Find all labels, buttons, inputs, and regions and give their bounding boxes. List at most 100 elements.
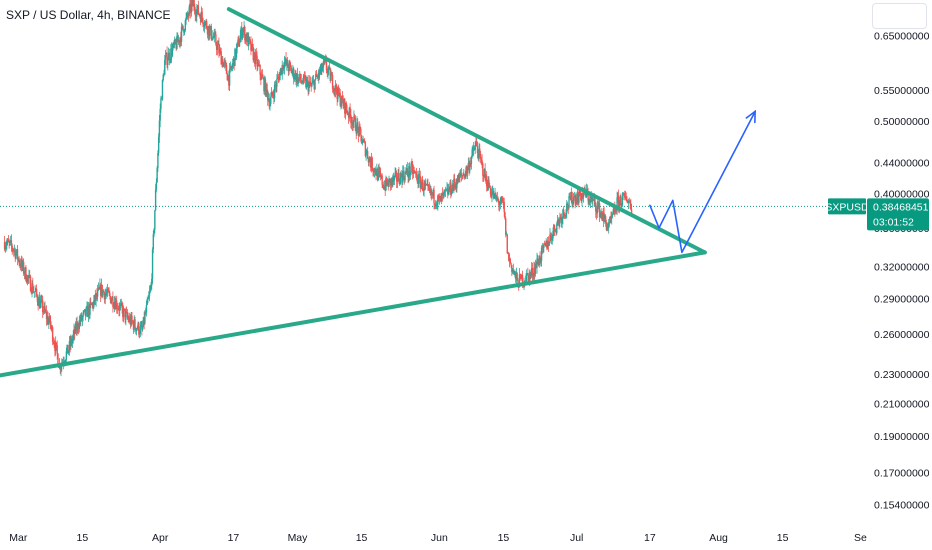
candle-body	[279, 72, 281, 81]
candle-body	[234, 49, 236, 67]
candle-body	[499, 203, 502, 205]
candle-body	[546, 240, 548, 249]
candle-body	[206, 28, 209, 35]
time-axis: Mar 15 Apr 17 May 15 Jun 15 Jul 17 Aug 15 Se	[9, 532, 867, 544]
candle-body	[307, 80, 309, 92]
candle-body	[119, 304, 122, 306]
candle-body	[116, 308, 119, 310]
candle-body	[137, 323, 139, 329]
candle-body	[518, 274, 521, 288]
candle-body	[156, 167, 158, 183]
candle-body	[73, 329, 75, 335]
candle-body	[569, 196, 572, 201]
candle-body	[530, 273, 532, 276]
candle-body	[524, 281, 526, 283]
candle-body	[595, 211, 598, 214]
candle-body	[611, 215, 613, 219]
candle-body	[9, 240, 12, 242]
candle-body	[376, 168, 379, 180]
candle-body	[608, 222, 611, 224]
candle-body	[301, 81, 303, 83]
candle-body	[34, 291, 36, 292]
candle-body	[222, 63, 225, 67]
candle-body	[506, 234, 508, 254]
candle-body	[624, 192, 626, 198]
candle-body	[382, 184, 384, 187]
candle-body	[188, 7, 190, 16]
candle-body	[57, 353, 59, 366]
candle-body	[37, 301, 39, 306]
candle-body	[508, 259, 511, 261]
candle-body	[306, 80, 309, 82]
candle-body	[158, 120, 161, 137]
candle-body	[415, 173, 418, 175]
candle-body	[398, 173, 400, 182]
x-tick-label: Mar	[9, 532, 28, 544]
candle-body	[498, 200, 500, 206]
candle-body	[14, 249, 16, 259]
candle-body	[336, 92, 338, 100]
candle-body	[292, 68, 295, 80]
candle-body	[417, 181, 419, 184]
candle-body	[497, 198, 499, 201]
candle-body	[196, 5, 199, 10]
candle-body	[402, 170, 405, 178]
candle-body	[183, 30, 186, 33]
candle-body	[334, 88, 336, 92]
candle-body	[215, 44, 218, 50]
candle-body	[140, 325, 142, 327]
candle-body	[568, 196, 570, 208]
candle-body	[241, 27, 243, 38]
x-tick-label: Apr	[152, 532, 169, 544]
candle-body	[230, 66, 232, 69]
candle-body	[441, 193, 444, 196]
candle-body	[482, 163, 484, 176]
candle-body	[13, 249, 16, 251]
candle-body	[319, 69, 322, 74]
candle-body	[318, 69, 321, 74]
candle-body	[131, 315, 133, 322]
candle-body	[75, 323, 77, 331]
candle-body	[337, 87, 339, 100]
candle-body	[74, 329, 76, 334]
candle-body	[405, 168, 408, 173]
candle-body	[426, 184, 428, 185]
candle-body	[143, 317, 145, 324]
candle-body	[33, 291, 36, 293]
candle-body	[226, 73, 229, 81]
candle-body	[376, 168, 378, 176]
candle-body	[109, 296, 112, 304]
candle-body	[122, 307, 124, 318]
candle-body	[259, 65, 261, 75]
candle-body	[276, 76, 279, 79]
candle-body	[391, 178, 393, 183]
candle-body	[466, 167, 468, 174]
candle-body	[535, 264, 537, 268]
candle-body	[257, 62, 259, 67]
candle-body	[370, 161, 372, 168]
candle-body	[536, 258, 538, 268]
candle-body	[106, 288, 109, 293]
toolbar-button[interactable]	[872, 3, 927, 29]
candle-body	[607, 226, 609, 228]
candle-body	[305, 80, 308, 88]
candle-body	[624, 196, 627, 198]
candle-body	[99, 284, 101, 290]
candle-body	[11, 245, 13, 250]
candle-body	[173, 43, 175, 45]
candle-body	[591, 199, 594, 202]
candle-body	[109, 293, 111, 297]
candle-body	[355, 130, 357, 134]
candle-body	[620, 205, 623, 207]
candle-body	[492, 191, 495, 199]
candle-body	[138, 333, 141, 335]
candle-body	[181, 25, 184, 27]
candle-body	[275, 85, 277, 87]
candle-body	[9, 241, 11, 243]
candle-body	[471, 149, 473, 157]
candle-body	[630, 203, 632, 210]
candle-body	[292, 68, 294, 72]
candle-body	[539, 255, 541, 262]
candle-body	[210, 26, 212, 39]
